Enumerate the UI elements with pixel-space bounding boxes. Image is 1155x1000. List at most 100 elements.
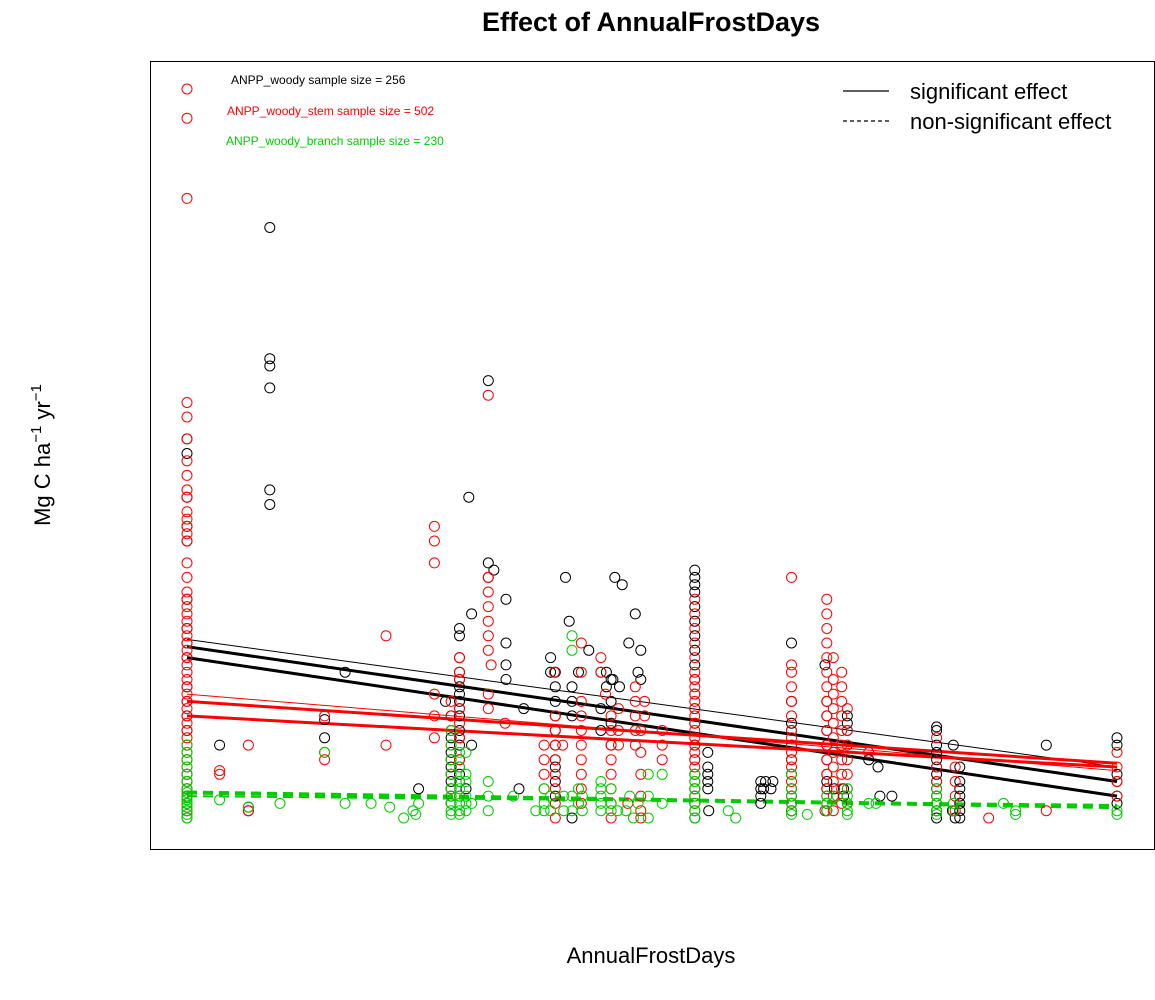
data-point (583, 644, 595, 656)
data-point (1040, 805, 1052, 817)
data-point (758, 783, 770, 795)
data-point (181, 666, 193, 678)
data-point (689, 571, 701, 583)
data-point (482, 688, 494, 700)
data-point (786, 776, 797, 787)
data-point (629, 681, 641, 693)
data-point (614, 681, 625, 693)
data-point (460, 790, 472, 802)
data-point (656, 754, 668, 766)
data-point (639, 695, 651, 707)
data-point (689, 805, 701, 817)
legend-significant: significant effect (910, 79, 1067, 104)
data-point (454, 688, 465, 700)
data-point (549, 754, 561, 766)
data-point (786, 808, 797, 820)
data-point (454, 739, 465, 751)
data-point (605, 717, 617, 729)
data-point (786, 739, 797, 751)
data-point (1111, 768, 1123, 780)
data-point (616, 579, 628, 591)
data-point (689, 652, 701, 664)
data-point (949, 790, 961, 802)
data-point (689, 623, 701, 634)
data-point (656, 797, 668, 809)
data-point (380, 739, 392, 751)
data-point (181, 695, 193, 707)
data-point (1111, 761, 1123, 773)
data-point (827, 761, 839, 773)
data-point (482, 644, 494, 656)
data-point (428, 520, 440, 532)
data-point (445, 739, 457, 751)
data-point (428, 688, 440, 700)
legend-non-significant: non-significant effect (910, 109, 1111, 134)
data-point (413, 783, 425, 795)
data-point (181, 615, 193, 627)
data-point (454, 623, 465, 634)
data-point (689, 695, 701, 707)
data-point (214, 768, 226, 780)
data-point (181, 703, 193, 715)
data-point (181, 688, 193, 700)
data-point (827, 652, 839, 664)
data-point (863, 797, 875, 809)
data-point (689, 681, 701, 693)
data-point (181, 681, 193, 693)
annotation-marker (181, 83, 193, 95)
data-point (1111, 805, 1123, 817)
data-point (538, 754, 550, 766)
data-point (841, 717, 853, 729)
data-point (786, 754, 797, 766)
data-point (575, 754, 587, 766)
data-point (689, 717, 701, 729)
data-point (454, 652, 465, 664)
data-point (931, 721, 943, 733)
data-point (821, 637, 833, 649)
data-point (549, 725, 561, 736)
data-point (575, 783, 587, 795)
data-point (545, 652, 557, 664)
annotation-woody-stem: ANPP_woody_stem sample size = 502 (227, 104, 434, 118)
data-point (454, 797, 465, 809)
data-point (605, 797, 617, 809)
data-point (947, 797, 959, 809)
data-point (931, 783, 943, 795)
data-point (181, 637, 193, 649)
data-point (264, 353, 276, 365)
data-point (575, 768, 587, 780)
data-point (445, 732, 457, 744)
data-point (821, 783, 833, 795)
data-point (482, 557, 494, 569)
data-point (181, 571, 193, 583)
data-point (730, 812, 742, 824)
data-point (549, 739, 561, 751)
data-point (786, 797, 797, 809)
data-point (635, 790, 647, 802)
data-point (689, 674, 701, 685)
data-point (573, 783, 584, 795)
data-point (181, 535, 193, 547)
data-point (642, 790, 654, 802)
data-point (1010, 808, 1022, 820)
data-point (181, 768, 193, 780)
data-point (482, 703, 494, 715)
data-point (264, 222, 276, 233)
data-point (931, 739, 943, 751)
data-point (821, 666, 833, 678)
data-point (931, 754, 943, 766)
fit-line (186, 714, 1118, 769)
data-point (181, 557, 193, 569)
data-point (566, 681, 578, 693)
data-point (181, 397, 193, 408)
data-point (821, 739, 833, 751)
data-point (181, 717, 193, 729)
data-point (445, 725, 457, 736)
legend: significant effect non-significant effec… (843, 79, 1111, 134)
data-point (841, 703, 853, 715)
data-point (931, 725, 943, 736)
data-point (639, 710, 651, 722)
data-point (575, 710, 587, 722)
data-point (656, 768, 668, 780)
y-label-sup2: −1 (28, 384, 45, 401)
